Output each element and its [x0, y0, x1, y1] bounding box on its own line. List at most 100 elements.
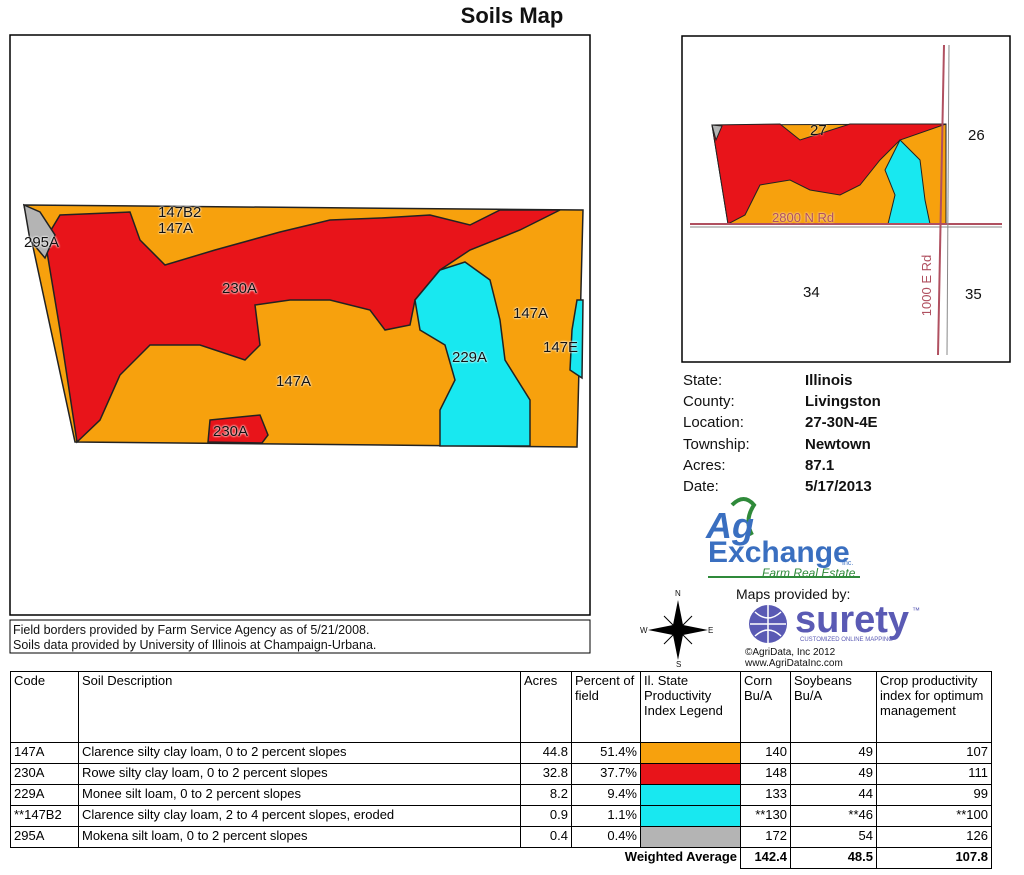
cell-soy: 54 — [790, 826, 877, 848]
legend-swatch — [640, 763, 741, 785]
header-cell: Soybeans Bu/A — [790, 671, 877, 743]
cell-cpi: **100 — [876, 805, 992, 827]
weighted-cpi: 107.8 — [876, 847, 992, 869]
header-cell: Crop productivity index for optimum mana… — [876, 671, 992, 743]
note: Soils data provided by University of Ill… — [13, 638, 377, 652]
legend-swatch — [640, 784, 741, 806]
header-cell: Code — [10, 671, 79, 743]
cell-desc: Clarence silty clay loam, 2 to 4 percent… — [78, 805, 521, 827]
info-value: Livingston — [805, 393, 881, 411]
soil-row: 230A Rowe silty clay loam, 0 to 2 percent… — [10, 763, 992, 785]
cell-cpi: 107 — [876, 742, 992, 764]
cell-percent: 0.4% — [571, 826, 641, 848]
cell-cpi: 99 — [876, 784, 992, 806]
cell-acres: 44.8 — [520, 742, 572, 764]
cell-percent: 37.7% — [571, 763, 641, 785]
logo-swoosh — [730, 497, 757, 536]
weighted-label: Weighted Average — [10, 847, 741, 869]
compass-n: N — [675, 589, 681, 598]
url: www.AgriDataInc.com — [745, 658, 843, 669]
info-value: Newtown — [805, 435, 871, 453]
cell-code: 295A — [10, 826, 79, 848]
cell-corn: 140 — [740, 742, 791, 764]
cell-soy: 49 — [790, 763, 877, 785]
cell-corn: **130 — [740, 805, 791, 827]
cell-desc: Mokena silt loam, 0 to 2 percent slopes — [78, 826, 521, 848]
info-value: 5/17/2013 — [805, 478, 872, 495]
soil-row: 295A Mokena silt loam, 0 to 2 percent slo… — [10, 826, 992, 848]
loc-red — [711, 123, 947, 225]
locator-label: 1000 E Rd — [919, 254, 935, 317]
logo-inc: Inc. — [842, 560, 854, 567]
info-label: Township: — [683, 435, 750, 453]
surety-globe — [749, 605, 787, 643]
locator-label: 27 — [810, 122, 827, 139]
map-label: 147B2 — [158, 204, 202, 221]
logo-ag: Ag — [706, 505, 754, 546]
weighted-soy: 48.5 — [790, 847, 877, 869]
map-label: 147A — [158, 220, 194, 237]
map-label: 230A — [213, 423, 249, 440]
header-row: Code Soil Description Acres Percent of fiel… — [10, 671, 992, 743]
info-value: 27-30N-4E — [805, 414, 878, 432]
compass — [648, 600, 708, 660]
provided: Maps provided by: — [736, 586, 851, 602]
road-v — [937, 44, 945, 356]
compass-e: E — [708, 626, 714, 635]
note: Field borders provided by Farm Service A… — [13, 623, 370, 637]
cell-percent: 1.1% — [571, 805, 641, 827]
locator-label: 35 — [965, 286, 982, 303]
copyright: ©AgriData, Inc 2012 — [745, 647, 836, 658]
info-label: Acres: — [683, 456, 726, 474]
cell-corn: 172 — [740, 826, 791, 848]
info-label: County: — [683, 393, 735, 411]
soil-295A — [23, 203, 56, 260]
soil-230A-small — [207, 414, 269, 444]
soil-row: 229A Monee silt loam, 0 to 2 percent slop… — [10, 784, 992, 806]
weighted-corn: 142.4 — [740, 847, 791, 869]
surety-sub: CUSTOMIZED ONLINE MAPPING — [800, 637, 893, 643]
cell-percent: 9.4% — [571, 784, 641, 806]
loc-gray — [711, 124, 723, 142]
header-cell: Acres — [520, 671, 572, 743]
title: Soils Map — [460, 3, 564, 28]
cell-percent: 51.4% — [571, 742, 641, 764]
map-label: 230A — [222, 280, 258, 297]
logo-sub: Farm Real Estate — [762, 566, 856, 580]
soils-table: Code Soil Description Acres Percent of fiel… — [10, 671, 992, 869]
info-label: Date: — [683, 478, 719, 495]
cell-corn: 133 — [740, 784, 791, 806]
locator-label: 2800 N Rd — [772, 210, 835, 225]
compass-w: W — [640, 626, 648, 635]
info-value: 87.1 — [805, 456, 835, 474]
map-label: 147A — [276, 373, 312, 390]
cell-desc: Monee silt loam, 0 to 2 percent slopes — [78, 784, 521, 806]
soil-229A — [414, 261, 531, 447]
header-cell: Percent of field — [571, 671, 641, 743]
weighted-row: Weighted Average 142.4 48.5 107.8 — [10, 847, 992, 869]
logo-exchange: Exchange — [708, 536, 850, 569]
cell-acres: 0.9 — [520, 805, 572, 827]
road-v2 — [946, 44, 950, 356]
locator-label: 34 — [803, 284, 820, 301]
legend-swatch — [640, 826, 741, 848]
soil-row: **147B2 Clarence silty clay loam, 2 to 4 … — [10, 805, 992, 827]
header-cell: Soil Description — [78, 671, 521, 743]
cell-corn: 148 — [740, 763, 791, 785]
compass-s: S — [676, 660, 682, 669]
cell-soy: 49 — [790, 742, 877, 764]
header-cell: Il. State Productivity Index Legend — [640, 671, 741, 743]
info-label: State: — [683, 372, 723, 389]
legend-swatch — [640, 805, 741, 827]
soil-147E — [569, 299, 584, 380]
cell-code: 147A — [10, 742, 79, 764]
soil-row: 147A Clarence silty clay loam, 0 to 2 per… — [10, 742, 992, 764]
notes-frame — [9, 619, 591, 654]
map-label: 229A — [452, 349, 488, 366]
info-label: Location: — [683, 414, 744, 432]
map-label: 295A — [24, 234, 60, 251]
cell-code: **147B2 — [10, 805, 79, 827]
cell-code: 230A — [10, 763, 79, 785]
